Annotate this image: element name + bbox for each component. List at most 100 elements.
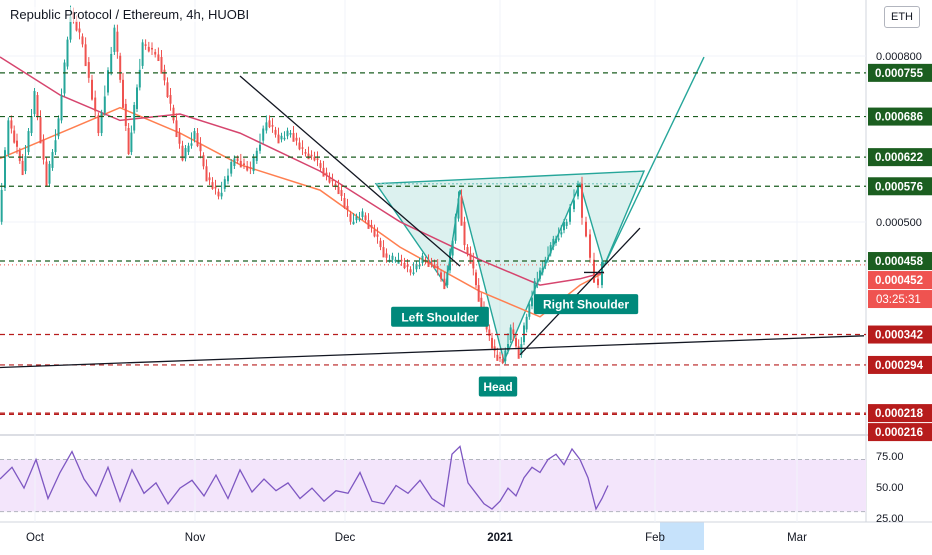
rsi-tick-label: 50.00 xyxy=(876,482,904,494)
annotation-badge[interactable] xyxy=(478,376,518,397)
candle-body xyxy=(496,354,499,361)
candle-body xyxy=(552,238,555,248)
candle-body xyxy=(181,145,184,161)
currency-badge[interactable]: ETH xyxy=(884,6,920,28)
candle-body xyxy=(406,265,409,267)
candle-body xyxy=(525,316,528,330)
candle-body xyxy=(403,262,406,269)
candle-body xyxy=(501,359,504,364)
annotation-badge[interactable] xyxy=(391,306,489,327)
candle-body xyxy=(597,278,599,286)
candle-body xyxy=(243,163,245,165)
candle-body xyxy=(141,42,144,66)
candle-body xyxy=(233,158,236,166)
pattern-annotations[interactable]: Left Shoulder Head Right Shoulder xyxy=(391,294,639,397)
candle-body xyxy=(252,156,255,172)
candle-body xyxy=(39,117,42,144)
candle-body xyxy=(512,329,515,334)
chart-title: Republic Protocol / Ethereum, 4h, HUOBI xyxy=(8,7,252,22)
candle-body xyxy=(394,259,397,262)
candle-body xyxy=(169,95,172,104)
level-price-labels: 0.000755 0.000686 0.000622 0.000576 0.000458… xyxy=(868,63,932,442)
candle-body xyxy=(581,183,583,218)
candle-body xyxy=(246,165,249,171)
candle-body xyxy=(127,127,130,155)
candle-body xyxy=(27,131,30,153)
candle-body xyxy=(205,166,208,182)
candle-body xyxy=(220,192,223,197)
candle-body xyxy=(370,224,373,228)
candle-body xyxy=(488,329,491,336)
candle-body xyxy=(433,264,436,269)
candle-body xyxy=(91,79,93,100)
horizontal-levels xyxy=(0,72,866,415)
candle-body xyxy=(379,240,382,248)
candle-body xyxy=(316,158,319,160)
candle-body xyxy=(236,158,239,161)
annotation-badge[interactable] xyxy=(533,294,639,315)
candle-body xyxy=(301,147,304,149)
candle-body xyxy=(346,205,349,210)
level-price-text: 0.000686 xyxy=(875,112,923,124)
candle-body xyxy=(549,245,552,254)
annotation-label[interactable]: Right Shoulder xyxy=(543,298,629,312)
candle-body xyxy=(133,104,136,131)
candle-body xyxy=(187,145,190,153)
candle-body xyxy=(190,143,193,146)
candle-body xyxy=(491,337,493,349)
candle-body xyxy=(193,131,196,140)
candle-body xyxy=(565,221,568,226)
candle-body xyxy=(184,148,187,159)
candle-body xyxy=(334,183,337,187)
candle-body xyxy=(122,79,124,108)
level-price-badge xyxy=(868,177,932,196)
candle-body xyxy=(547,257,549,260)
annotation-label[interactable]: Left Shoulder xyxy=(401,310,479,324)
candle-body xyxy=(507,344,509,351)
candle-body xyxy=(147,46,150,52)
candle-body xyxy=(307,153,310,160)
candle-body xyxy=(585,221,587,237)
candle-body xyxy=(460,196,463,226)
candle-body xyxy=(208,177,211,181)
y-tick-label: 0.000500 xyxy=(876,217,922,229)
level-price-badge xyxy=(868,423,932,442)
candle-body xyxy=(10,120,13,129)
candle-body xyxy=(259,144,261,151)
candle-body xyxy=(289,133,292,135)
candle-body xyxy=(391,255,394,260)
level-price-text: 0.000576 xyxy=(875,181,923,193)
candle-body xyxy=(569,207,571,222)
candle-body xyxy=(373,229,376,237)
level-price-badge xyxy=(868,355,932,374)
candle-body xyxy=(544,259,547,267)
candle-body xyxy=(463,221,466,246)
candle-body xyxy=(249,167,252,169)
candle-body xyxy=(271,125,274,127)
rsi-line xyxy=(0,445,609,511)
candle-body xyxy=(469,253,472,264)
candle-body xyxy=(78,28,81,33)
candle-body xyxy=(280,135,283,140)
candle-body xyxy=(36,95,39,118)
candle-body xyxy=(124,103,127,126)
candle-body xyxy=(211,182,214,189)
candle-body xyxy=(504,350,507,362)
candle-body xyxy=(418,264,421,267)
candle-body xyxy=(536,282,539,286)
candle-body xyxy=(443,278,446,290)
candle-body xyxy=(154,51,157,55)
candle-body xyxy=(75,20,78,31)
candle-body xyxy=(313,156,316,161)
annotation-label[interactable]: Head xyxy=(483,380,512,394)
candle-body xyxy=(103,96,106,113)
candle-body xyxy=(107,70,109,93)
candle-body xyxy=(382,247,385,258)
candle-body xyxy=(119,55,122,80)
candle-body xyxy=(367,220,370,229)
candle-body xyxy=(555,238,557,243)
candle-body xyxy=(515,337,517,347)
candle-body xyxy=(87,62,90,78)
candle-body xyxy=(268,120,271,128)
